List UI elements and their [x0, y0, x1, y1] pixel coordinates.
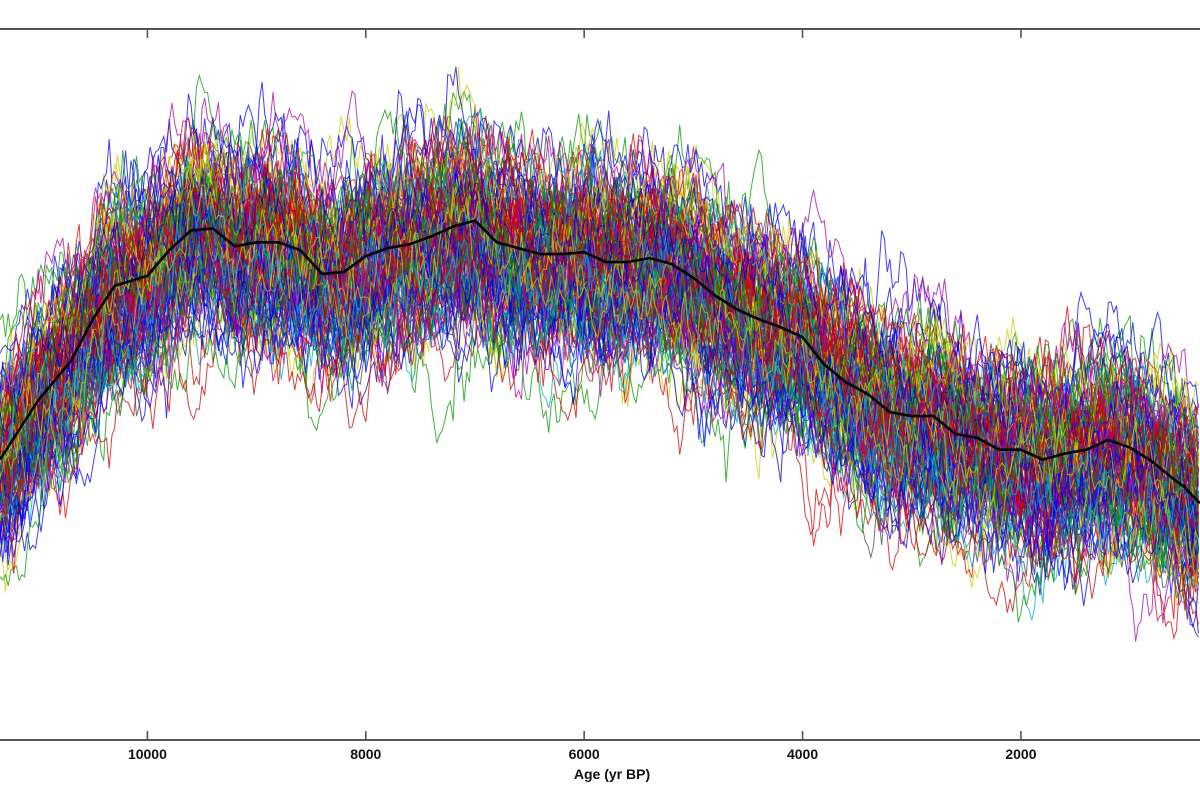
ensemble-series-layer — [0, 66, 1199, 642]
x-tick-label: 4000 — [787, 746, 818, 762]
x-axis-title: Age (yr BP) — [574, 766, 650, 782]
x-tick-label: 6000 — [569, 746, 600, 762]
ensemble-member-line — [0, 90, 1199, 460]
ensemble-member-line — [0, 225, 1199, 568]
ensemble-member-line — [0, 280, 1199, 623]
mean-series-line — [0, 219, 1200, 504]
ensemble-member-line — [0, 184, 1199, 560]
mean-series-layer — [0, 219, 1200, 504]
ensemble-member-line — [0, 117, 1199, 500]
x-tick-label: 8000 — [350, 746, 381, 762]
ensemble-member-line — [0, 204, 1199, 572]
ensemble-member-line — [0, 188, 1199, 560]
ensemble-member-line — [0, 142, 1199, 494]
x-tick-label: 2000 — [1005, 746, 1036, 762]
x-axis-ticks: 10000 8000 6000 4000 2000 — [128, 29, 1037, 762]
x-tick-label: 10000 — [128, 746, 167, 762]
ensemble-member-line — [0, 166, 1199, 506]
